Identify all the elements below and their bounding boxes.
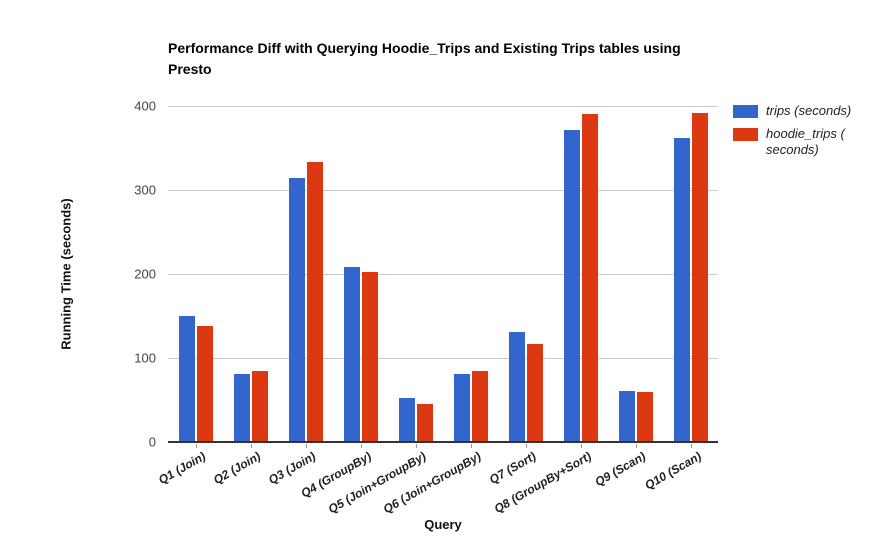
x-tick-mark-9 bbox=[635, 444, 637, 448]
legend-swatch-hoodie_trips bbox=[733, 128, 758, 141]
gridline-200 bbox=[168, 273, 718, 275]
plot-area bbox=[168, 105, 718, 443]
x-tick-label-1: Q1 (Join) bbox=[156, 449, 209, 488]
bar-trips-6 bbox=[453, 373, 470, 442]
bar-trips-7 bbox=[508, 331, 525, 442]
x-tick-mark-4 bbox=[360, 444, 362, 448]
x-tick-label-2: Q2 (Join) bbox=[211, 449, 264, 488]
bar-trips-2 bbox=[233, 373, 250, 442]
bar-hoodie_trips-10 bbox=[691, 112, 708, 442]
x-tick-label-10: Q10 (Scan) bbox=[642, 449, 704, 493]
x-tick-mark-6 bbox=[470, 444, 472, 448]
bar-trips-10 bbox=[673, 137, 690, 442]
y-tick-label-300: 300 bbox=[134, 182, 156, 198]
legend-item-hoodie_trips: hoodie_trips (seconds) bbox=[733, 126, 851, 158]
x-tick-mark-7 bbox=[525, 444, 527, 448]
y-tick-label-200: 200 bbox=[134, 266, 156, 282]
gridline-400 bbox=[168, 105, 718, 107]
bar-hoodie_trips-4 bbox=[361, 272, 378, 442]
x-tick-mark-2 bbox=[250, 444, 252, 448]
gridline-100 bbox=[168, 357, 718, 359]
bar-trips-8 bbox=[563, 130, 580, 442]
bar-trips-9 bbox=[618, 390, 635, 442]
y-tick-label-400: 400 bbox=[134, 98, 156, 114]
legend-label-trips: trips (seconds) bbox=[766, 103, 852, 118]
bar-hoodie_trips-2 bbox=[251, 371, 268, 442]
bar-trips-3 bbox=[288, 178, 305, 442]
x-axis-line bbox=[168, 441, 718, 443]
bar-hoodie_trips-5 bbox=[416, 404, 433, 442]
bar-hoodie_trips-9 bbox=[636, 391, 653, 442]
x-tick-label-5: Q5 (Join+GroupBy) bbox=[325, 449, 429, 517]
gridline-300 bbox=[168, 189, 718, 191]
bar-trips-1 bbox=[178, 316, 195, 442]
bar-hoodie_trips-6 bbox=[471, 370, 488, 442]
chart-title: Performance Diff with Querying Hoodie_Tr… bbox=[168, 40, 681, 77]
legend-swatch-trips bbox=[733, 105, 758, 118]
y-axis-title: Running Time (seconds) bbox=[58, 198, 74, 350]
bar-trips-5 bbox=[398, 398, 415, 442]
legend-item-trips: trips (seconds) bbox=[733, 103, 851, 119]
y-tick-label-100: 100 bbox=[134, 350, 156, 366]
x-tick-mark-1 bbox=[195, 444, 197, 448]
x-tick-label-8: Q8 (GroupBy+Sort) bbox=[491, 449, 594, 516]
x-axis-title: Query bbox=[424, 517, 462, 532]
bar-hoodie_trips-1 bbox=[196, 326, 213, 442]
bar-hoodie_trips-3 bbox=[306, 162, 323, 442]
bar-hoodie_trips-7 bbox=[526, 343, 543, 442]
x-tick-mark-8 bbox=[580, 444, 582, 448]
x-tick-label-9: Q9 (Scan) bbox=[592, 449, 649, 490]
x-tick-mark-3 bbox=[305, 444, 307, 448]
x-tick-mark-5 bbox=[415, 444, 417, 448]
y-tick-label-0: 0 bbox=[148, 434, 156, 450]
legend-label-hoodie_trips: hoodie_trips (seconds) bbox=[766, 126, 845, 157]
bar-hoodie_trips-8 bbox=[581, 114, 598, 442]
legend: trips (seconds) hoodie_trips (seconds) bbox=[733, 103, 851, 165]
bar-trips-4 bbox=[343, 267, 360, 442]
x-tick-label-6: Q6 (Join+GroupBy) bbox=[380, 449, 484, 517]
x-tick-mark-10 bbox=[690, 444, 692, 448]
